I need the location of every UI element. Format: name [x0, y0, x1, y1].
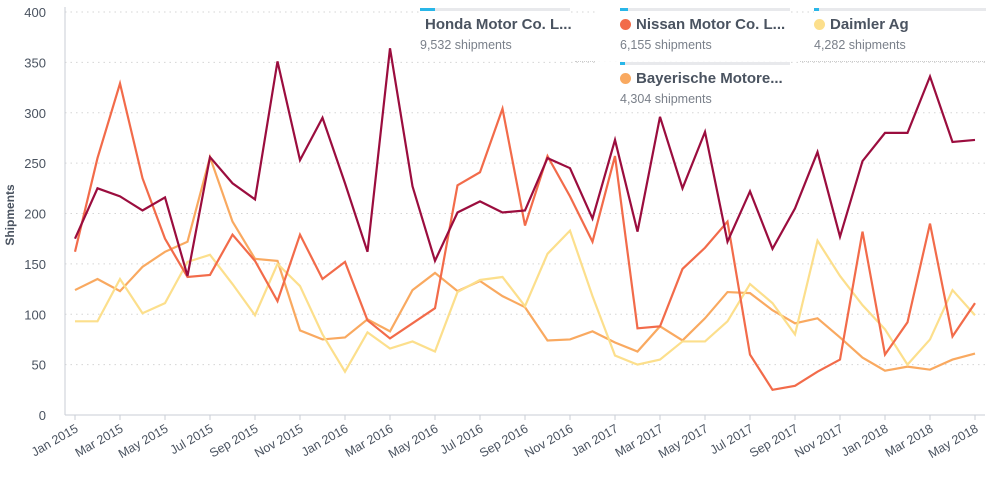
- y-axis-label: Shipments: [3, 184, 17, 246]
- legend-label: Daimler Ag: [830, 16, 909, 33]
- x-tick-label: Sep 2017: [747, 421, 800, 460]
- y-tick-label: 100: [24, 307, 46, 322]
- x-tick-label: Mar 2017: [613, 421, 666, 460]
- legend-dot: [620, 19, 631, 30]
- legend-honda[interactable]: Honda Motor Co. L... 9,532 shipments: [420, 8, 572, 52]
- legend-nissan[interactable]: Nissan Motor Co. L... 6,155 shipments: [598, 8, 790, 52]
- y-tick-label: 200: [24, 207, 46, 222]
- x-tick-label: Nov 2015: [252, 421, 305, 460]
- y-tick-label: 150: [24, 257, 46, 272]
- x-tick-label: Mar 2016: [343, 421, 396, 460]
- x-tick-label: May 2016: [386, 421, 441, 461]
- x-tick-label: Sep 2015: [207, 421, 260, 460]
- series-line-3: [74, 153, 976, 372]
- legend-total: 4,282 shipments: [814, 38, 906, 52]
- legend-share-bar: [420, 8, 570, 11]
- y-tick-label: 400: [24, 5, 46, 20]
- legend-divider: [575, 61, 595, 62]
- legend-share-bar: [620, 8, 790, 11]
- legend-share-bar: [814, 8, 986, 11]
- series-line-1: [73, 79, 976, 392]
- y-tick-label: 350: [24, 55, 46, 70]
- x-tick-label: Sep 2016: [477, 421, 530, 460]
- x-tick-label: Jan 2017: [569, 421, 621, 459]
- x-tick-label: May 2017: [656, 421, 711, 461]
- legend-total: 4,304 shipments: [620, 92, 712, 106]
- x-tick-label: Mar 2018: [883, 421, 936, 460]
- legend-dot: [620, 73, 631, 84]
- x-tick-label: Mar 2015: [73, 421, 126, 460]
- x-tick-label: Jan 2018: [839, 421, 891, 459]
- legend-dot: [814, 19, 825, 30]
- x-tick-label: Jan 2015: [29, 421, 81, 459]
- legend-daimler[interactable]: Daimler Ag 4,282 shipments: [814, 8, 986, 52]
- legend-bmw[interactable]: Bayerische Motore... 4,304 shipments: [598, 62, 790, 106]
- legend-total: 6,155 shipments: [620, 38, 712, 52]
- legend-label: Honda Motor Co. L...: [425, 16, 572, 33]
- legend-label: Nissan Motor Co. L...: [636, 16, 786, 33]
- x-tick-label: Nov 2017: [792, 421, 845, 460]
- y-tick-label: 250: [24, 156, 46, 171]
- series-line-2: [75, 228, 976, 374]
- legend-total: 9,532 shipments: [420, 38, 512, 52]
- x-tick-label: Nov 2016: [522, 421, 575, 460]
- x-tick-label: May 2015: [116, 421, 171, 461]
- y-tick-label: 300: [24, 106, 46, 121]
- y-tick-label: 0: [39, 408, 46, 423]
- legend-share-bar: [620, 62, 790, 65]
- x-tick-label: Jan 2016: [299, 421, 351, 459]
- series-line-0: [73, 48, 976, 277]
- legend-divider: [800, 61, 985, 62]
- y-tick-label: 50: [32, 358, 46, 373]
- x-tick-label: May 2018: [926, 421, 981, 461]
- legend-label: Bayerische Motore...: [636, 70, 783, 87]
